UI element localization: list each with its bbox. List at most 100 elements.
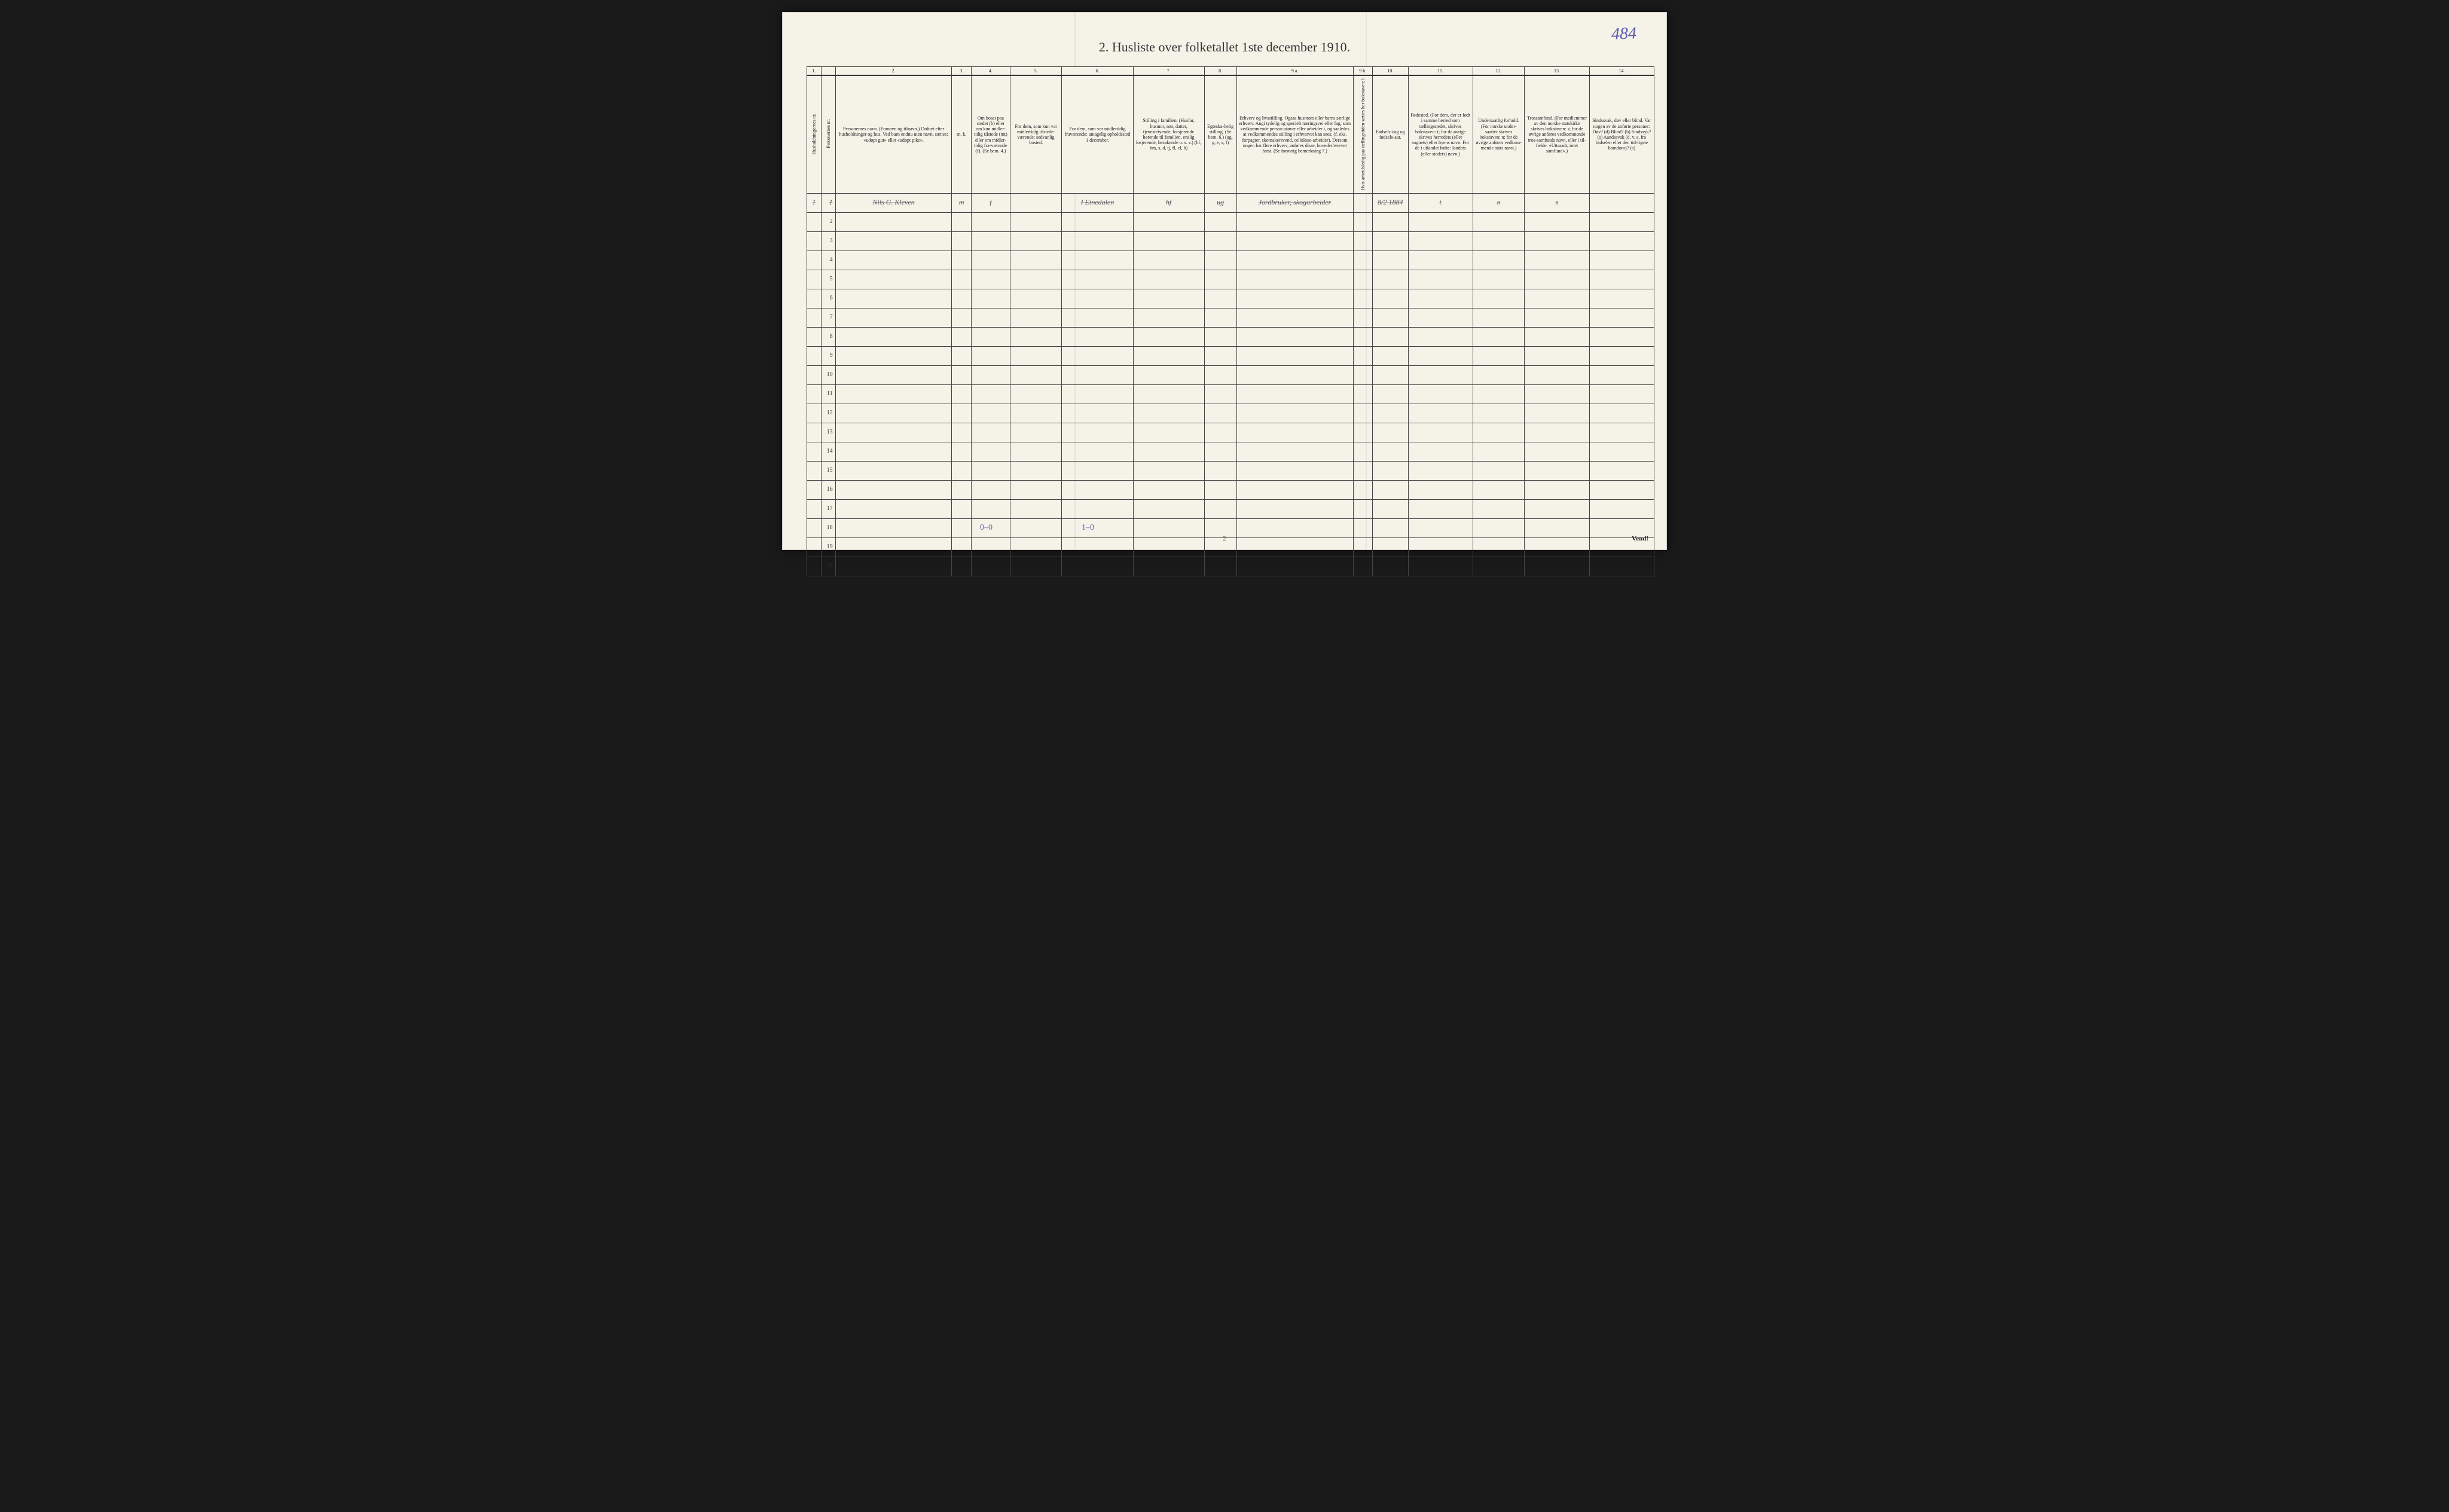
- cell: [1133, 461, 1204, 480]
- header-bosat: Om bosat paa stedet (b) eller om kun mid…: [971, 75, 1010, 193]
- cell: [1062, 270, 1133, 289]
- cell: [1473, 270, 1525, 289]
- cell: [1010, 212, 1062, 231]
- cell: [1062, 308, 1133, 327]
- header-sedvanlig: For dem, som kun var midlertidig tilsted…: [1010, 75, 1062, 193]
- cell: [835, 499, 952, 518]
- cell: [807, 365, 822, 384]
- cell: [1373, 289, 1409, 308]
- table-row: 13: [807, 423, 1654, 442]
- cell: [971, 327, 1010, 346]
- header-undersaat: Undersaatlig forhold. (For norske under-…: [1473, 75, 1525, 193]
- header-kjon: m. k.: [952, 75, 971, 193]
- cell: [1525, 346, 1589, 365]
- cell: [1133, 251, 1204, 270]
- cell: [807, 480, 822, 499]
- table-row: 2: [807, 212, 1654, 231]
- handwritten-page-number: 484: [1611, 24, 1636, 44]
- cell: [835, 461, 952, 480]
- cell: 1: [807, 193, 822, 212]
- cell: [1525, 537, 1589, 557]
- cell: [1473, 346, 1525, 365]
- cell: [1589, 251, 1654, 270]
- cell: [1373, 499, 1409, 518]
- cell: [1204, 518, 1236, 537]
- cell: [971, 499, 1010, 518]
- cell: [952, 537, 971, 557]
- cell: [1353, 518, 1372, 537]
- census-table: 1.2.3.4.5.6.7.8.9 a.9 b.10.11.12.13.14. …: [807, 66, 1654, 576]
- cell: [1408, 518, 1473, 537]
- column-number-row: 1.2.3.4.5.6.7.8.9 a.9 b.10.11.12.13.14.: [807, 67, 1654, 76]
- cell: [807, 461, 822, 480]
- cell: [1373, 480, 1409, 499]
- cell: [835, 327, 952, 346]
- cell: [1062, 384, 1133, 404]
- cell: [952, 404, 971, 423]
- cell: [1525, 365, 1589, 384]
- column-number: 6.: [1062, 67, 1133, 76]
- cell: [971, 231, 1010, 251]
- header-egteskab: Egteska-belig stilling. (Se bem. 6.) (ug…: [1204, 75, 1236, 193]
- cell: [1525, 423, 1589, 442]
- cell: [835, 423, 952, 442]
- cell: [1473, 404, 1525, 423]
- cell: [1010, 442, 1062, 461]
- table-row: 4: [807, 251, 1654, 270]
- header-erhverv: Erhverv og livsstilling. Ogsaa husmors e…: [1236, 75, 1353, 193]
- cell: [1133, 231, 1204, 251]
- cell: [807, 251, 822, 270]
- cell: [1373, 251, 1409, 270]
- cell: 4: [821, 251, 835, 270]
- cell: [1353, 557, 1372, 576]
- cell: [1236, 212, 1353, 231]
- cell: [1408, 499, 1473, 518]
- cell: [1204, 442, 1236, 461]
- cell: [807, 327, 822, 346]
- cell: [1204, 365, 1236, 384]
- cell: [1010, 480, 1062, 499]
- cell: [1062, 423, 1133, 442]
- cell: 5: [821, 270, 835, 289]
- cell: [1408, 365, 1473, 384]
- table-row: 19: [807, 537, 1654, 557]
- cell: [1525, 251, 1589, 270]
- cell: [1525, 231, 1589, 251]
- cell: [1353, 193, 1372, 212]
- column-number: 11.: [1408, 67, 1473, 76]
- table-row: 11: [807, 384, 1654, 404]
- column-number: 9 a.: [1236, 67, 1353, 76]
- cell: [1236, 308, 1353, 327]
- cell: [835, 270, 952, 289]
- cell: [807, 557, 822, 576]
- cell: [1204, 461, 1236, 480]
- cell: [1408, 404, 1473, 423]
- cell: 16: [821, 480, 835, 499]
- cell: [1473, 365, 1525, 384]
- form-title: 2. Husliste over folketallet 1ste decemb…: [783, 13, 1666, 61]
- cell: [1408, 270, 1473, 289]
- cell: [952, 251, 971, 270]
- cell: [807, 270, 822, 289]
- table-row: 16: [807, 480, 1654, 499]
- cell: [1473, 461, 1525, 480]
- cell: [1373, 518, 1409, 537]
- cell: [1204, 384, 1236, 404]
- header-navn: Personernes navn. (Fornavn og tilnavn.) …: [835, 75, 952, 193]
- cell: [1062, 518, 1133, 537]
- cell: [1525, 212, 1589, 231]
- cell: m: [952, 193, 971, 212]
- cell: [1062, 365, 1133, 384]
- cell: [1133, 537, 1204, 557]
- cell: [1473, 442, 1525, 461]
- cell: [1408, 461, 1473, 480]
- cell: [835, 384, 952, 404]
- cell: hf: [1133, 193, 1204, 212]
- cell: 13: [821, 423, 835, 442]
- cell: [1204, 251, 1236, 270]
- footer-vend: Vend!: [1632, 535, 1648, 542]
- column-number: 8.: [1204, 67, 1236, 76]
- header-ledig: Hvis arbeidsledig paa tællingstiden sætt…: [1353, 75, 1372, 193]
- cell: [1373, 404, 1409, 423]
- cell: [1589, 193, 1654, 212]
